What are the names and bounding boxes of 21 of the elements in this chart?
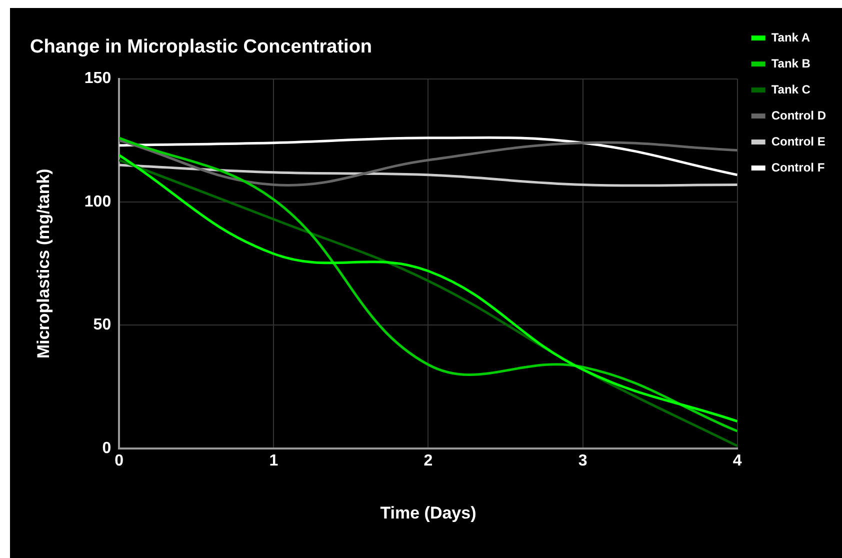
- x-tick-label: 1: [269, 452, 278, 470]
- legend-label: Control D: [771, 108, 826, 122]
- line-series: [119, 136, 738, 176]
- x-axis-title: Time (Days): [380, 503, 476, 522]
- legend-label: Control F: [771, 160, 825, 174]
- x-tick-label: 4: [732, 452, 742, 470]
- legend-label: Control E: [771, 134, 826, 148]
- y-tick-label: 150: [84, 70, 112, 88]
- x-tick-label: 0: [114, 452, 124, 470]
- legend-label: Tank A: [771, 30, 810, 44]
- x-tick-label: 3: [578, 452, 588, 470]
- line-series: [119, 164, 738, 187]
- y-tick-label: 100: [84, 193, 112, 210]
- legend-label: Tank B: [771, 56, 811, 70]
- x-tick-label: 2: [424, 452, 433, 470]
- legend-label: Tank C: [771, 82, 811, 96]
- y-tick-label: 0: [102, 440, 112, 457]
- line-series: [119, 139, 738, 186]
- y-tick-label: 50: [93, 316, 112, 334]
- y-axis-title: Microplastics (mg/tank): [34, 168, 53, 359]
- chart-title: Change in Microplastic Concentration: [30, 36, 372, 58]
